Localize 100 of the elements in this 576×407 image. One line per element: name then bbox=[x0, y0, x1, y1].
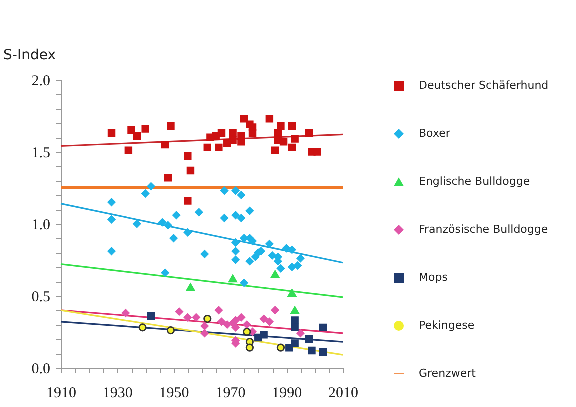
point bbox=[184, 197, 192, 205]
point bbox=[161, 268, 170, 278]
x-tick-label: 1910 bbox=[46, 386, 76, 402]
point bbox=[271, 146, 280, 154]
point bbox=[108, 129, 116, 138]
point bbox=[237, 314, 246, 322]
point bbox=[276, 264, 286, 273]
point bbox=[288, 289, 297, 298]
point bbox=[305, 129, 314, 138]
point bbox=[133, 220, 142, 228]
point bbox=[147, 312, 156, 320]
point bbox=[305, 335, 314, 344]
point bbox=[268, 252, 277, 260]
point bbox=[124, 146, 133, 154]
point bbox=[237, 214, 246, 222]
y-tick-label: 1.0 bbox=[32, 218, 50, 234]
point bbox=[108, 216, 116, 224]
point bbox=[240, 115, 248, 123]
point bbox=[184, 152, 192, 160]
point bbox=[288, 144, 296, 152]
y-tick-label: 2.0 bbox=[32, 74, 50, 90]
point bbox=[229, 129, 237, 138]
point bbox=[147, 182, 156, 191]
point bbox=[167, 122, 175, 130]
point bbox=[175, 308, 184, 316]
point bbox=[166, 326, 176, 335]
point bbox=[164, 221, 172, 230]
point bbox=[232, 238, 240, 247]
y-tick-label: 0.5 bbox=[32, 290, 50, 306]
point bbox=[142, 190, 150, 198]
point bbox=[288, 122, 296, 130]
point bbox=[319, 324, 328, 332]
legend-label: Deutscher Schäferhund bbox=[419, 79, 549, 92]
point bbox=[214, 306, 223, 314]
point bbox=[288, 246, 296, 254]
point bbox=[232, 316, 240, 325]
point bbox=[142, 125, 150, 133]
point bbox=[266, 115, 274, 123]
point bbox=[260, 314, 268, 324]
x-tick-label: 1970 bbox=[216, 386, 246, 402]
point bbox=[271, 306, 280, 314]
point bbox=[248, 237, 257, 246]
point bbox=[229, 136, 237, 144]
point bbox=[243, 328, 252, 336]
point bbox=[186, 166, 195, 175]
point bbox=[108, 247, 116, 256]
legend-label: Grenzwert bbox=[419, 367, 477, 380]
point bbox=[108, 198, 116, 206]
point bbox=[270, 270, 280, 278]
point bbox=[294, 262, 302, 270]
point bbox=[220, 214, 229, 222]
point bbox=[204, 314, 212, 324]
point bbox=[266, 318, 274, 326]
y-axis-title: S-Index bbox=[4, 48, 56, 64]
point bbox=[138, 324, 147, 332]
point bbox=[282, 244, 291, 253]
point bbox=[291, 316, 299, 324]
point bbox=[232, 256, 240, 264]
point bbox=[186, 283, 196, 292]
point bbox=[319, 348, 328, 356]
y-tick-label: 1.5 bbox=[32, 146, 50, 162]
point bbox=[204, 144, 212, 152]
point bbox=[246, 206, 254, 216]
x-tick-label: 1990 bbox=[272, 386, 302, 402]
x-tick-label: 1930 bbox=[102, 386, 133, 402]
point bbox=[122, 309, 130, 318]
point bbox=[243, 320, 252, 329]
legend-label: Mops bbox=[419, 271, 448, 284]
point bbox=[164, 174, 172, 182]
point bbox=[246, 257, 254, 266]
x-tick-label: 2010 bbox=[328, 386, 358, 402]
x-tick-label: 1950 bbox=[159, 386, 190, 402]
y-tick-label: 0.0 bbox=[32, 362, 50, 378]
point bbox=[228, 274, 238, 283]
point bbox=[276, 344, 286, 352]
point bbox=[232, 247, 240, 256]
point bbox=[218, 129, 226, 138]
legend-label: Boxer bbox=[419, 127, 451, 140]
point bbox=[296, 254, 305, 263]
legend-label: Englische Bulldogge bbox=[419, 175, 530, 188]
point bbox=[290, 306, 300, 314]
point bbox=[133, 132, 142, 140]
point bbox=[291, 324, 299, 332]
point bbox=[184, 228, 192, 237]
point bbox=[223, 320, 232, 329]
point bbox=[218, 318, 226, 326]
point bbox=[308, 346, 316, 355]
point bbox=[232, 186, 240, 195]
point bbox=[158, 218, 167, 227]
point bbox=[170, 234, 178, 242]
legend-label: Pekingese bbox=[419, 319, 475, 332]
point bbox=[280, 138, 288, 146]
point bbox=[220, 186, 229, 195]
point bbox=[232, 211, 240, 220]
point bbox=[192, 314, 200, 322]
point bbox=[246, 344, 254, 352]
point bbox=[195, 208, 204, 217]
point bbox=[260, 331, 268, 339]
point bbox=[288, 263, 296, 272]
point bbox=[184, 314, 192, 322]
